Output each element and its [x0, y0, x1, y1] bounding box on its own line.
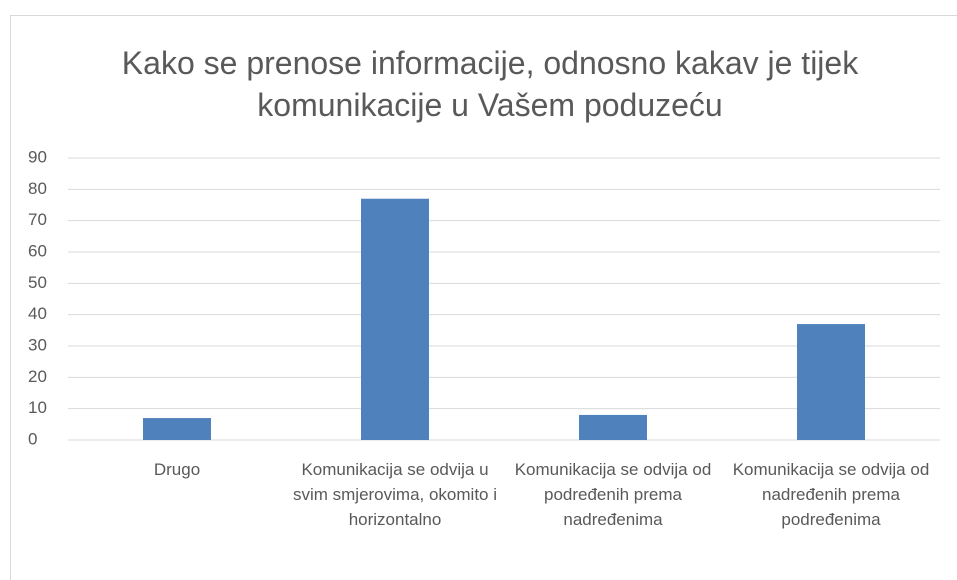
y-tick-label: 10	[28, 398, 47, 417]
y-tick-label: 50	[28, 273, 47, 292]
x-tick-label: Komunikacija se odvija od nadređenih pre…	[732, 460, 930, 529]
y-tick-label: 30	[28, 335, 47, 354]
bar	[579, 414, 647, 440]
y-tick-label: 80	[28, 179, 47, 198]
bar	[143, 418, 211, 440]
x-tick-label: Komunikacija se odvija od podređenih pre…	[514, 460, 712, 529]
x-tick-label: Komunikacija se odvija u svim smjerovima…	[292, 460, 498, 529]
x-tick-label: Drugo	[153, 460, 201, 479]
chart-border	[10, 15, 957, 580]
y-tick-label: 60	[28, 241, 47, 260]
y-tick-label: 20	[28, 367, 47, 386]
y-tick-label: 40	[28, 304, 47, 323]
y-tick-label: 70	[28, 210, 47, 229]
y-tick-label: 90	[28, 147, 47, 166]
chart-title: Kako se prenose informacije, odnosno kak…	[121, 45, 859, 123]
bar	[361, 198, 429, 440]
y-tick-label: 0	[28, 429, 37, 448]
bar	[797, 324, 865, 440]
